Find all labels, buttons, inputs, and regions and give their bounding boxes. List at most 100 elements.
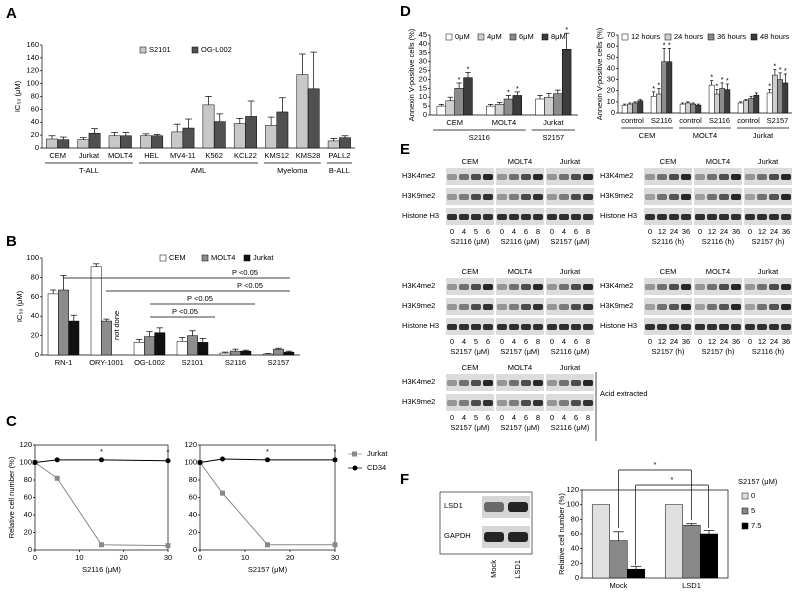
blot-background [644,278,692,295]
blot-background [744,318,792,335]
blot-frame [439,491,533,555]
blot-column-label: MOLT4 [508,157,532,166]
blot-band [571,214,581,220]
bar [140,135,152,149]
blot-band [509,380,519,386]
significance: * [726,76,729,85]
panel-label: D [400,3,411,20]
y-tick-label: 0 [35,143,39,152]
blot-background [546,298,594,315]
lane-label: 0 [748,227,752,236]
legend-label: OG-L002 [201,45,232,54]
blot-band [471,400,481,406]
x-tick-label: RN-1 [55,358,73,367]
y-tick-label: 50 [607,52,615,61]
lane-label: 0 [550,413,554,422]
legend-label: 24 hours [674,32,703,41]
bar [77,139,90,149]
lane-label: 0 [698,227,702,236]
lane-label: 5 [474,413,478,422]
blot-band [459,380,469,386]
group-label: S2116 [469,133,490,142]
lane-label: 6 [486,337,490,346]
blot-band [657,214,667,220]
bar [68,320,80,356]
blot-band [459,324,469,330]
bar [436,105,447,116]
bar [307,88,320,149]
significance: * [663,40,666,49]
blot-band [447,304,457,310]
blot-band [757,284,767,290]
blot-band [769,214,779,220]
lane-label: 36 [682,337,690,346]
annotation: P <0.05 [172,307,198,316]
bar [57,139,70,149]
blot-band [447,324,457,330]
blot-band [719,214,729,220]
blot-column-label: MOLT4 [706,267,730,276]
point [165,458,171,464]
bar [233,123,246,149]
panel-label: C [6,413,17,430]
blot-background [496,208,544,225]
lane-label: 12 [708,337,716,346]
x-tick-label: S2157 [268,358,290,367]
bar [708,84,715,114]
x-tick-label: KCL22 [234,151,257,160]
blot-band [669,174,679,180]
lane-label: 6 [486,227,490,236]
blot-band [645,194,655,200]
lane-label: 6 [524,227,528,236]
point [265,542,270,548]
y-tick-label: 80 [571,514,579,523]
legend-label: CEM [169,253,186,262]
y-axis-label: Annexin V-positive cells (%) [595,27,604,120]
legend-swatch [243,254,251,262]
significance: * [516,84,519,93]
blot-row-label: Histone H3 [600,321,637,330]
blot-band [695,194,705,200]
y-tick-label: 100 [26,253,39,262]
blot-background [482,496,530,518]
legend-label: S2101 [149,45,171,54]
legend-label: 7.5 [751,521,761,530]
bar [743,100,749,114]
blot-band [731,304,741,310]
y-tick-label: 140 [26,53,39,62]
y-tick-label: 0 [193,545,197,554]
lane-label: 4 [462,337,466,346]
bar [772,74,778,114]
bar [535,98,545,116]
blot-band [657,174,667,180]
legend-label: 5 [751,506,755,515]
blot-band [781,304,791,310]
y-tick-label: 60 [607,41,615,50]
blot-band [571,304,581,310]
blot-band [645,324,655,330]
lane-label: 8 [536,337,540,346]
blot-band [533,194,543,200]
blot-band [484,502,504,512]
annotation: P <0.05 [237,281,263,290]
blot-band [447,400,457,406]
y-tick-label: 10 [607,97,615,106]
legend-swatch [541,33,549,41]
group-label: Myeloma [277,166,308,175]
blot-band [707,284,717,290]
blot-band [497,194,507,200]
blot-background [496,318,544,335]
significance: * [768,82,771,91]
series-line [199,458,335,463]
point [197,460,203,465]
y-tick-label: 70 [607,30,615,39]
blot-band [533,324,543,330]
annotation: * [671,475,674,484]
blot-band [719,174,729,180]
blot-band [447,380,457,386]
bar [714,93,720,114]
point [99,457,104,463]
blot-band [695,214,705,220]
blot-band [447,194,457,200]
point [332,457,338,463]
